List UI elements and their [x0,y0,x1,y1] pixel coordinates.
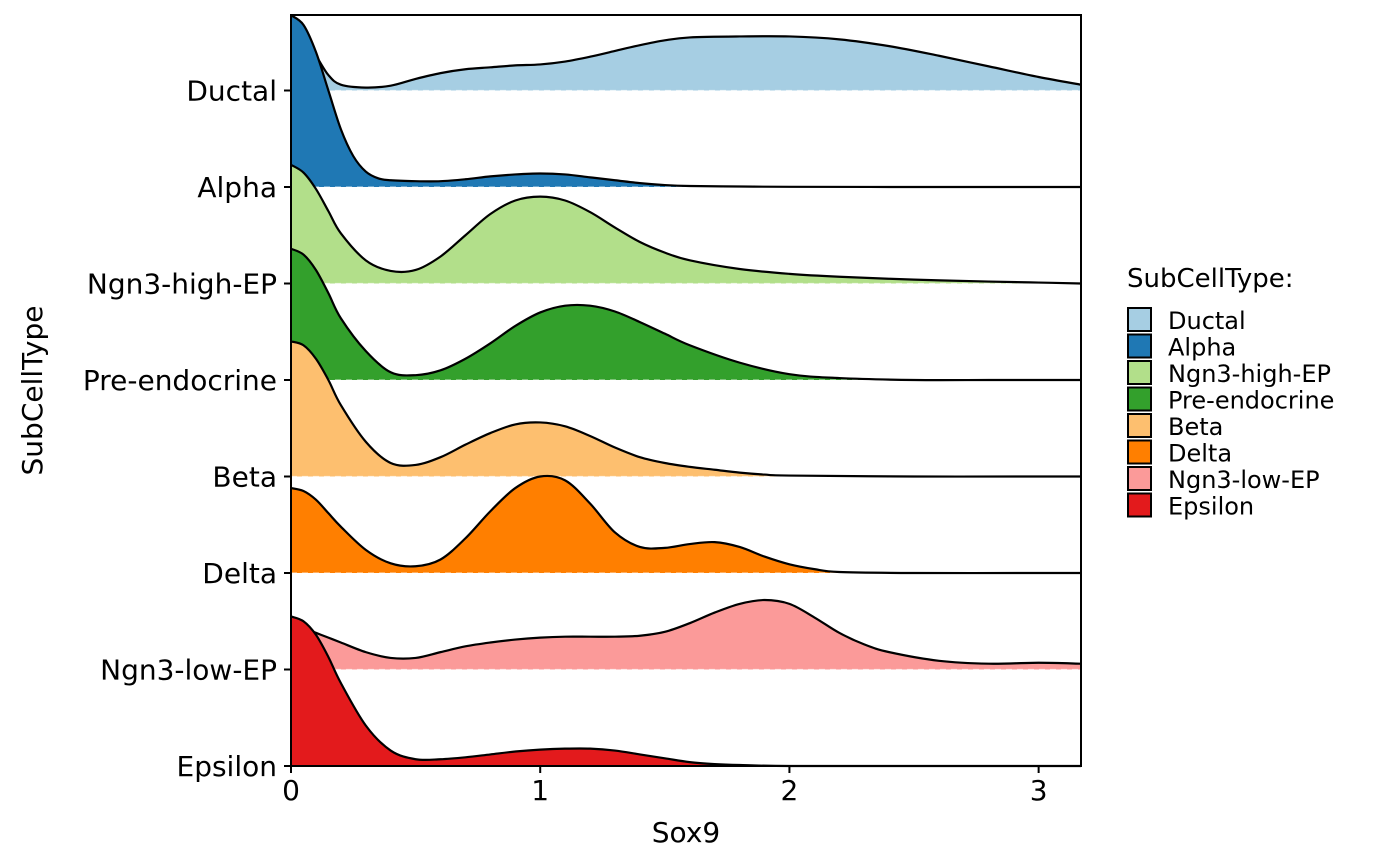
y-tick-label: Ngn3-low-EP [100,654,277,687]
x-axis: 0 1 2 3 [282,766,1048,807]
legend-swatch-ngn3-high-ep [1127,360,1152,385]
legend-label-epsilon: Epsilon [1168,493,1254,521]
legend-label-delta: Delta [1168,440,1232,468]
ridge-fill-ngn3-low-ep [291,600,1081,670]
x-tick-label: 3 [1030,774,1048,807]
legend-label-ngn3-high-ep: Ngn3-high-EP [1168,360,1331,388]
ridge-outline-alpha [290,14,1082,189]
legend-swatch-alpha [1127,333,1152,359]
legend-swatch-delta [1127,439,1152,465]
plot-panel-border [290,14,1082,767]
ridge-outline-delta [290,474,1081,575]
legend-label-ductal: Ductal [1168,307,1246,335]
ridge-fill-ngn3-high-ep [291,164,1081,284]
x-tick-label: 0 [282,774,300,807]
y-axis-title: SubCellType [16,306,49,476]
ridge-outline-ductal [290,24,1082,89]
ridge-delta [290,474,1081,575]
legend-swatch-ngn3-low-ep [1127,466,1152,491]
ridge-alpha [290,14,1082,189]
ridge-fill-beta [291,341,1081,477]
legend-label-alpha: Alpha [1168,334,1236,362]
legend: SubCellType: DuctalAlphaNgn3-high-EPPre-… [1127,264,1334,521]
ridge-outline-pre-endocrine [290,247,1081,382]
ridge-outline-ngn3-low-ep [290,598,1082,665]
ridge-ngn3-high-ep [290,163,1082,285]
ridge-ngn3-low-ep [290,598,1082,671]
ridge-ductal [290,24,1082,92]
legend-swatch-pre-endocrine [1127,386,1152,412]
legend-swatch-epsilon [1127,492,1152,518]
legend-swatch-beta [1127,413,1152,438]
y-tick-label: Pre-endocrine [83,364,277,397]
y-tick-label: Alpha [197,171,277,204]
ridge-fill-pre-endocrine [291,248,1081,381]
y-tick-label: Delta [202,557,277,590]
ridge-outline-ngn3-high-ep [290,163,1082,285]
x-tick-label: 2 [781,774,799,807]
ridges-layer [290,14,1082,768]
ridge-fill-delta [291,475,1081,574]
legend-label-ngn3-low-ep: Ngn3-low-EP [1168,466,1320,494]
legend-title: SubCellType: [1127,264,1294,294]
y-tick-label: Ductal [186,75,277,108]
legend-items: DuctalAlphaNgn3-high-EPPre-endocrineBeta… [1127,307,1334,521]
x-tick-label: 1 [531,774,549,807]
legend-swatch-ductal [1127,307,1152,332]
legend-label-beta: Beta [1168,413,1223,441]
legend-label-pre-endocrine: Pre-endocrine [1168,387,1334,415]
x-axis-title: Sox9 [652,816,720,849]
y-axis: Ductal Alpha Ngn3-high-EP Pre-endocrine Beta… [83,75,291,783]
y-tick-label: Epsilon [177,750,278,783]
ridge-fill-ductal [291,24,1081,91]
ridge-outline-beta [290,340,1081,478]
ridge-pre-endocrine [290,247,1081,382]
ridge-fill-epsilon [291,616,1081,767]
ridge-beta [290,340,1081,478]
y-tick-label: Ngn3-high-EP [87,268,277,301]
y-tick-label: Beta [212,461,277,494]
